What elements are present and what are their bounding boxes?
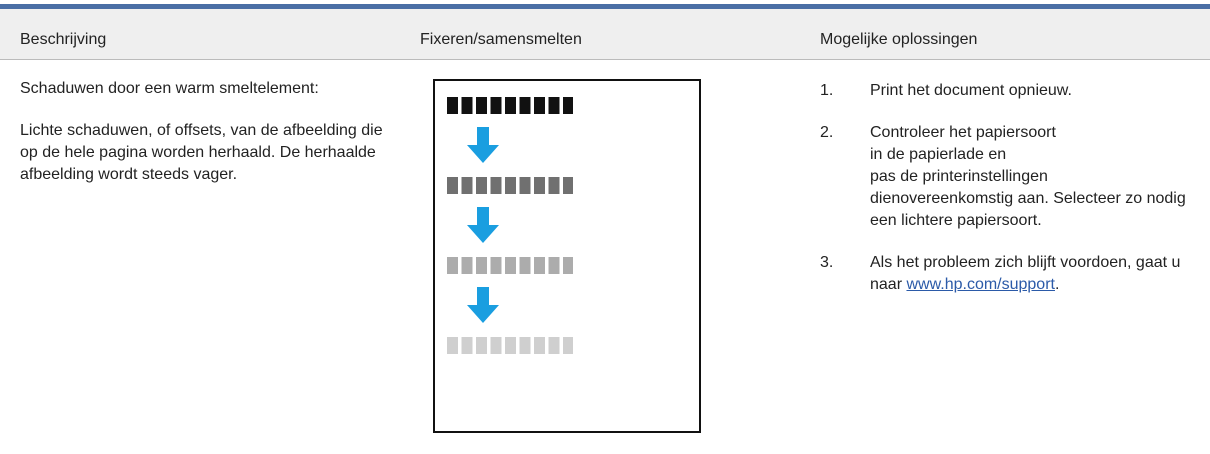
print-block <box>447 97 458 114</box>
print-block <box>519 337 531 354</box>
header-cell: Beschrijving <box>20 31 107 48</box>
print-block <box>476 337 487 354</box>
step-text: Controleer het papiersoort <box>870 124 1056 141</box>
step-number: 2. <box>820 124 834 141</box>
row-title: Schaduwen door een warm smeltelement: <box>20 80 319 97</box>
print-block <box>476 97 487 114</box>
step: 1. Print het document opnieuw. <box>820 80 1190 102</box>
print-block <box>563 337 573 354</box>
print-block <box>548 97 560 114</box>
print-block <box>519 97 531 114</box>
step: 3. Als het probleem zich blijft voordoen,… <box>820 252 1190 296</box>
print-block <box>563 257 573 274</box>
print-block <box>519 177 531 194</box>
header-cell: Fixeren/samensmelten <box>420 31 582 48</box>
step-number: 1. <box>820 82 834 99</box>
print-block <box>505 337 516 354</box>
print-block <box>490 257 502 274</box>
print-block <box>534 337 545 354</box>
print-block <box>490 177 502 194</box>
page-frame <box>433 79 701 433</box>
print-block <box>548 257 560 274</box>
print-block <box>563 177 573 194</box>
arrow <box>467 127 499 163</box>
table-header: Beschrijving Fixeren/samensmelten Mogeli… <box>0 9 1210 60</box>
steps: 1. Print het document opnieuw. 2. Controlee… <box>820 80 1190 316</box>
top-bar <box>0 4 1210 9</box>
print-block <box>548 177 560 194</box>
print-block <box>505 97 516 114</box>
print-block <box>461 337 473 354</box>
print-block <box>505 177 516 194</box>
step-number: 3. <box>820 254 834 271</box>
step-text: dienovereenkomstig aan. Selecteer zo nod… <box>870 190 1186 229</box>
step-text: in de papierlade en <box>870 146 1007 163</box>
step-text: Als het probleem zich blijft voordoen, g… <box>870 254 1181 293</box>
print-block <box>548 337 560 354</box>
print-block <box>447 337 458 354</box>
step-text: . <box>1054 276 1060 293</box>
support-link[interactable]: www.hp.com/support <box>906 276 1055 293</box>
print-block <box>461 177 473 194</box>
row-description: Lichte schaduwen, of offsets, van de afb… <box>20 122 383 183</box>
print-block <box>490 337 502 354</box>
print-block <box>534 257 545 274</box>
illustration <box>433 79 701 433</box>
print-block <box>461 257 473 274</box>
header-cell: Mogelijke oplossingen <box>820 31 978 48</box>
arrow <box>467 207 499 243</box>
bars <box>447 97 573 354</box>
print-block <box>534 177 545 194</box>
step-text: pas de printerinstellingen <box>870 168 1048 185</box>
print-block <box>476 257 487 274</box>
print-block <box>461 97 473 114</box>
step: 2. Controleer het papiersoort in de papier… <box>820 122 1190 232</box>
print-block <box>505 257 516 274</box>
step-text: Print het document opnieuw. <box>870 82 1072 99</box>
print-block <box>519 257 531 274</box>
print-block <box>563 97 573 114</box>
print-block <box>490 97 502 114</box>
print-block <box>534 97 545 114</box>
arrow <box>467 287 499 323</box>
print-block <box>447 177 458 194</box>
print-block <box>447 257 458 274</box>
print-block <box>476 177 487 194</box>
